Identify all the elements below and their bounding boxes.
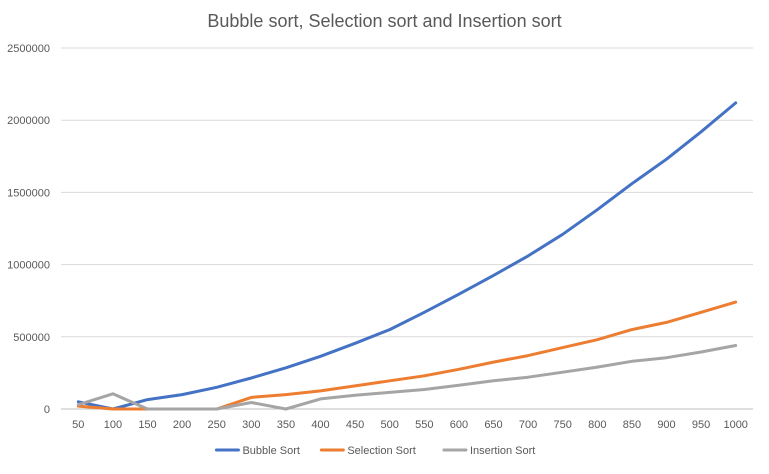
- x-tick-label: 200: [173, 419, 191, 431]
- chart-title: Bubble sort, Selection sort and Insertio…: [207, 11, 561, 31]
- x-tick-label: 500: [381, 419, 399, 431]
- y-tick-label: 2500000: [7, 43, 50, 55]
- x-tick-label: 100: [104, 419, 122, 431]
- x-tick-label: 600: [450, 419, 468, 431]
- y-axis-ticks: 0 500000 1000000 1500000 2000000 2500000: [7, 43, 50, 416]
- legend-label: Insertion Sort: [470, 445, 535, 457]
- legend-label: Bubble Sort: [242, 445, 299, 457]
- y-tick-label: 2000000: [7, 115, 50, 127]
- x-tick-label: 700: [519, 419, 537, 431]
- x-tick-label: 950: [692, 419, 710, 431]
- x-tick-label: 450: [346, 419, 364, 431]
- x-axis-ticks: 50 100 150 200 250 300 350 400 450 500 550 600 650 70…: [72, 419, 748, 431]
- y-tick-label: 0: [44, 404, 50, 416]
- x-tick-label: 650: [484, 419, 502, 431]
- x-tick-label: 350: [277, 419, 295, 431]
- x-tick-label: 150: [138, 419, 156, 431]
- gridlines: [61, 47, 753, 338]
- legend: Bubble Sort Selection Sort Insertion Sort: [214, 445, 535, 457]
- x-tick-label: 900: [657, 419, 675, 431]
- series-line-selection-sort: [76, 300, 738, 411]
- x-tick-label: 300: [242, 419, 260, 431]
- y-tick-label: 500000: [13, 332, 50, 344]
- y-tick-label: 1000000: [7, 260, 50, 272]
- x-tick-label: 400: [311, 419, 329, 431]
- series-line-bubble-sort: [76, 101, 738, 411]
- series-lines: [76, 101, 738, 411]
- x-tick-label: 850: [623, 419, 641, 431]
- x-tick-label: 550: [415, 419, 433, 431]
- x-tick-label: 50: [72, 419, 84, 431]
- series-line-insertion-sort: [76, 344, 738, 411]
- x-tick-label: 800: [588, 419, 606, 431]
- legend-label: Selection Sort: [347, 445, 415, 457]
- y-tick-label: 1500000: [7, 187, 50, 199]
- x-tick-label: 750: [554, 419, 572, 431]
- x-tick-label: 250: [208, 419, 226, 431]
- x-tick-label: 1000: [723, 419, 747, 431]
